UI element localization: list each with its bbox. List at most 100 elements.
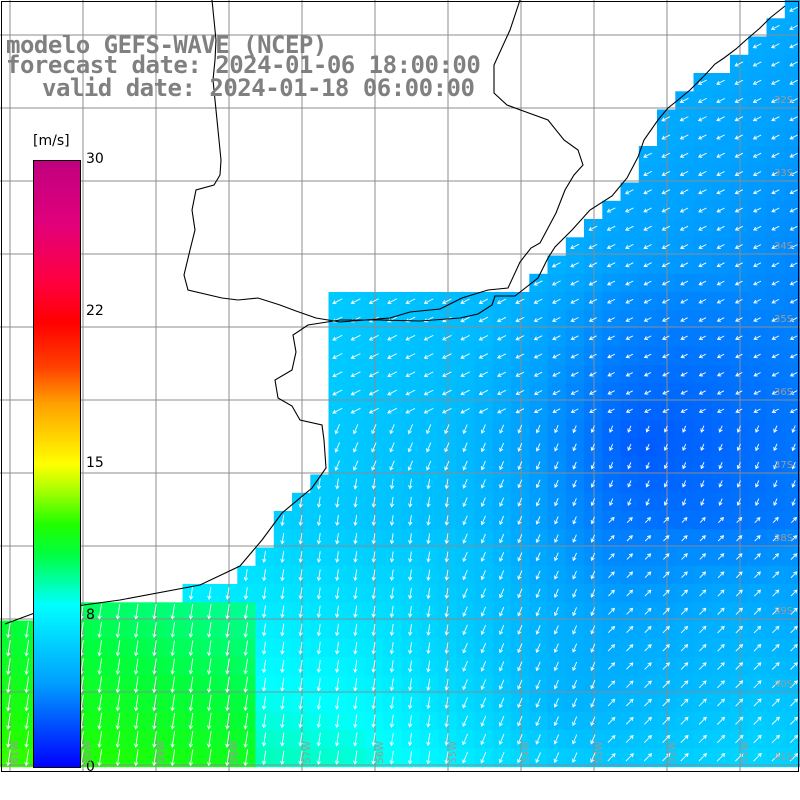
wind-arrow <box>298 732 303 747</box>
wind-arrow <box>681 553 688 560</box>
wind-arrow <box>353 533 358 545</box>
wind-cell <box>766 456 786 476</box>
wind-arrow <box>590 589 596 598</box>
wind-arrow <box>353 587 358 600</box>
wind-arrow <box>754 516 761 524</box>
coastline <box>4 0 786 625</box>
wind-arrow <box>736 480 741 488</box>
wind-arrow <box>332 353 343 359</box>
wind-arrow <box>752 79 762 85</box>
wind-arrow <box>590 607 596 617</box>
wind-arrow <box>700 462 705 470</box>
wind-arrow <box>571 734 578 745</box>
wind-arrow <box>554 552 559 562</box>
wind-arrow <box>498 679 505 690</box>
wind-arrow <box>789 43 798 49</box>
wind-cell <box>492 328 512 348</box>
wind-arrow <box>699 607 707 615</box>
wind-arrow <box>735 335 743 340</box>
wind-cell <box>638 383 658 403</box>
wind-arrow <box>570 335 579 341</box>
wind-arrow <box>735 625 744 634</box>
wind-arrow <box>771 152 780 158</box>
wind-arrow <box>570 317 579 322</box>
wind-arrow <box>661 244 671 249</box>
wind-arrow <box>243 694 248 712</box>
wind-cell <box>346 456 366 476</box>
wind-cell <box>346 438 366 457</box>
wind-arrow <box>626 662 634 670</box>
wind-arrow <box>316 678 322 692</box>
wind-cell <box>602 273 622 293</box>
wind-arrow <box>225 640 230 657</box>
wind-cell <box>164 675 184 695</box>
colorbar <box>33 160 81 768</box>
wind-cell <box>748 54 768 74</box>
wind-arrow <box>426 678 431 691</box>
wind-cell <box>784 511 800 530</box>
wind-cell <box>456 365 476 384</box>
wind-arrow <box>426 714 431 728</box>
wind-cell <box>711 273 731 293</box>
wind-cell <box>584 748 603 768</box>
wind-arrow <box>608 607 616 615</box>
lon-label: 54W <box>521 741 532 764</box>
wind-arrow <box>444 515 449 526</box>
wind-arrow <box>626 644 634 652</box>
wind-cell <box>620 346 640 366</box>
wind-arrow <box>590 752 596 763</box>
wind-cell <box>492 638 512 658</box>
wind-arrow <box>680 298 689 304</box>
wind-arrow <box>752 97 762 104</box>
wind-arrow <box>645 480 650 488</box>
wind-arrow <box>771 390 780 395</box>
wind-arrow <box>133 712 139 730</box>
wind-arrow <box>679 97 689 104</box>
wind-arrow <box>261 732 267 747</box>
wind-arrow <box>426 696 431 710</box>
wind-arrow <box>717 535 725 542</box>
wind-cell <box>456 529 476 549</box>
wind-cell <box>711 438 731 457</box>
wind-cell <box>419 492 439 512</box>
wind-arrow <box>627 462 632 470</box>
wind-arrow <box>6 658 11 675</box>
wind-arrow <box>679 262 689 268</box>
wind-cell <box>766 675 786 695</box>
wind-cell <box>456 346 476 366</box>
wind-cell <box>693 237 713 257</box>
wind-cell <box>711 383 731 403</box>
wind-arrow <box>552 353 561 359</box>
wind-cell <box>638 675 658 695</box>
wind-arrow <box>6 621 11 639</box>
wind-arrow <box>170 658 175 675</box>
wind-arrow <box>243 676 248 693</box>
wind-cell <box>383 602 403 622</box>
wind-cell <box>474 456 494 476</box>
wind-arrow <box>700 425 705 433</box>
wind-cell <box>602 346 622 366</box>
colorbar-tick-15: 15 <box>86 455 104 471</box>
wind-cell <box>346 711 366 731</box>
wind-arrow <box>387 389 398 396</box>
wind-arrow <box>607 716 616 725</box>
wind-arrow <box>735 372 743 377</box>
wind-arrow <box>426 642 431 655</box>
wind-arrow <box>771 262 780 268</box>
wind-cell <box>675 620 695 640</box>
wind-arrow <box>533 353 543 359</box>
wind-cell <box>456 638 476 658</box>
wind-arrow <box>115 712 121 730</box>
wind-arrow <box>662 390 670 395</box>
wind-arrow <box>735 734 744 744</box>
wind-arrow <box>426 587 431 600</box>
wind-arrow <box>353 605 358 618</box>
wind-cell <box>474 565 494 585</box>
wind-arrow <box>789 408 798 413</box>
wind-arrow <box>734 79 744 85</box>
wind-arrow <box>389 533 395 545</box>
wind-arrow <box>387 407 398 414</box>
wind-arrow <box>734 752 744 762</box>
wind-arrow <box>517 752 523 764</box>
wind-arrow <box>444 606 449 618</box>
